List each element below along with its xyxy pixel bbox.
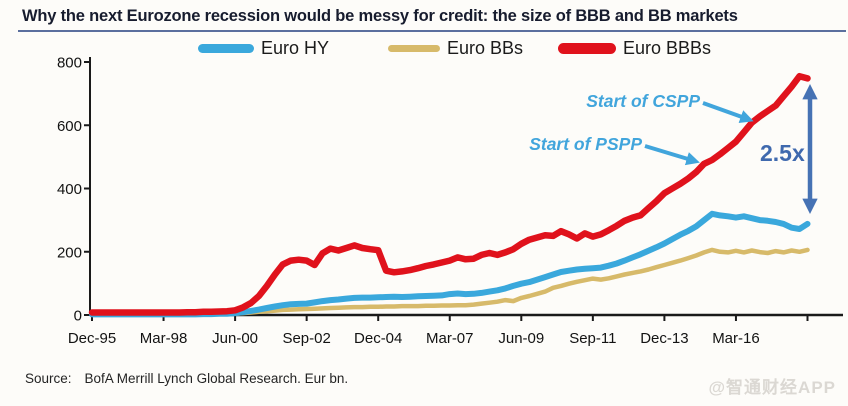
x-tick-label: Dec-95 xyxy=(68,330,116,347)
legend-item-euro-hy: Euro HY xyxy=(198,38,329,58)
source-note: Source: BofA Merrill Lynch Global Researc… xyxy=(25,371,348,386)
axes: Dec-95 Mar-98 Jun-00 Sep-02 Dec-04 Mar-07 Jun-… xyxy=(57,55,843,347)
pspp-annotation-text: Start of PSPP xyxy=(529,134,642,154)
legend-label-euro-bbs: Euro BBs xyxy=(447,37,524,58)
x-tick-label: Sep-02 xyxy=(282,330,330,347)
x-tick-label: Dec-13 xyxy=(640,330,688,347)
cspp-arrow xyxy=(702,101,754,123)
y-tick-label: 600 xyxy=(57,118,82,135)
euro-bbs-legend-swatch-icon xyxy=(388,44,440,52)
x-tick-label: Mar-98 xyxy=(140,330,188,347)
euro-bbbs-line xyxy=(88,72,811,316)
cspp-annotation-text: Start of CSPP xyxy=(586,91,700,111)
source-text: BofA Merrill Lynch Global Research. Eur … xyxy=(84,371,349,386)
legend-item-euro-bbbs: Euro BBBs xyxy=(558,38,711,58)
legend-label-euro-hy: Euro HY xyxy=(261,37,330,58)
x-tick-label: Jun-09 xyxy=(498,330,544,347)
y-tick-label: 0 xyxy=(74,308,82,325)
x-tick-label: Jun-00 xyxy=(212,330,258,347)
x-tick-label: Dec-04 xyxy=(354,330,402,347)
source-label: Source: xyxy=(25,371,72,386)
title-rule xyxy=(18,30,846,32)
euro-bbbs-legend-swatch-icon xyxy=(558,42,616,54)
data-lines xyxy=(88,72,811,318)
pspp-arrow xyxy=(644,144,700,166)
y-tick-label: 200 xyxy=(57,244,82,261)
x-tick-label: Mar-16 xyxy=(712,330,760,347)
y-tick-label: 400 xyxy=(57,181,82,198)
x-tick-label: Mar-07 xyxy=(426,330,474,347)
multiplier-text: 2.5x xyxy=(760,140,805,166)
legend-item-euro-bbs: Euro BBs xyxy=(388,38,523,58)
x-tick-label: Sep-11 xyxy=(569,330,616,347)
euro-hy-line xyxy=(89,210,811,318)
legend-label-euro-bbbs: Euro BBBs xyxy=(623,37,712,58)
chart-title: Why the next Eurozone recession would be… xyxy=(22,7,738,25)
euro-hy-legend-swatch-icon xyxy=(198,43,254,53)
y-tick-label: 800 xyxy=(57,55,82,72)
watermark: @智通财经APP xyxy=(708,378,836,397)
annotation-arrows xyxy=(644,84,818,214)
